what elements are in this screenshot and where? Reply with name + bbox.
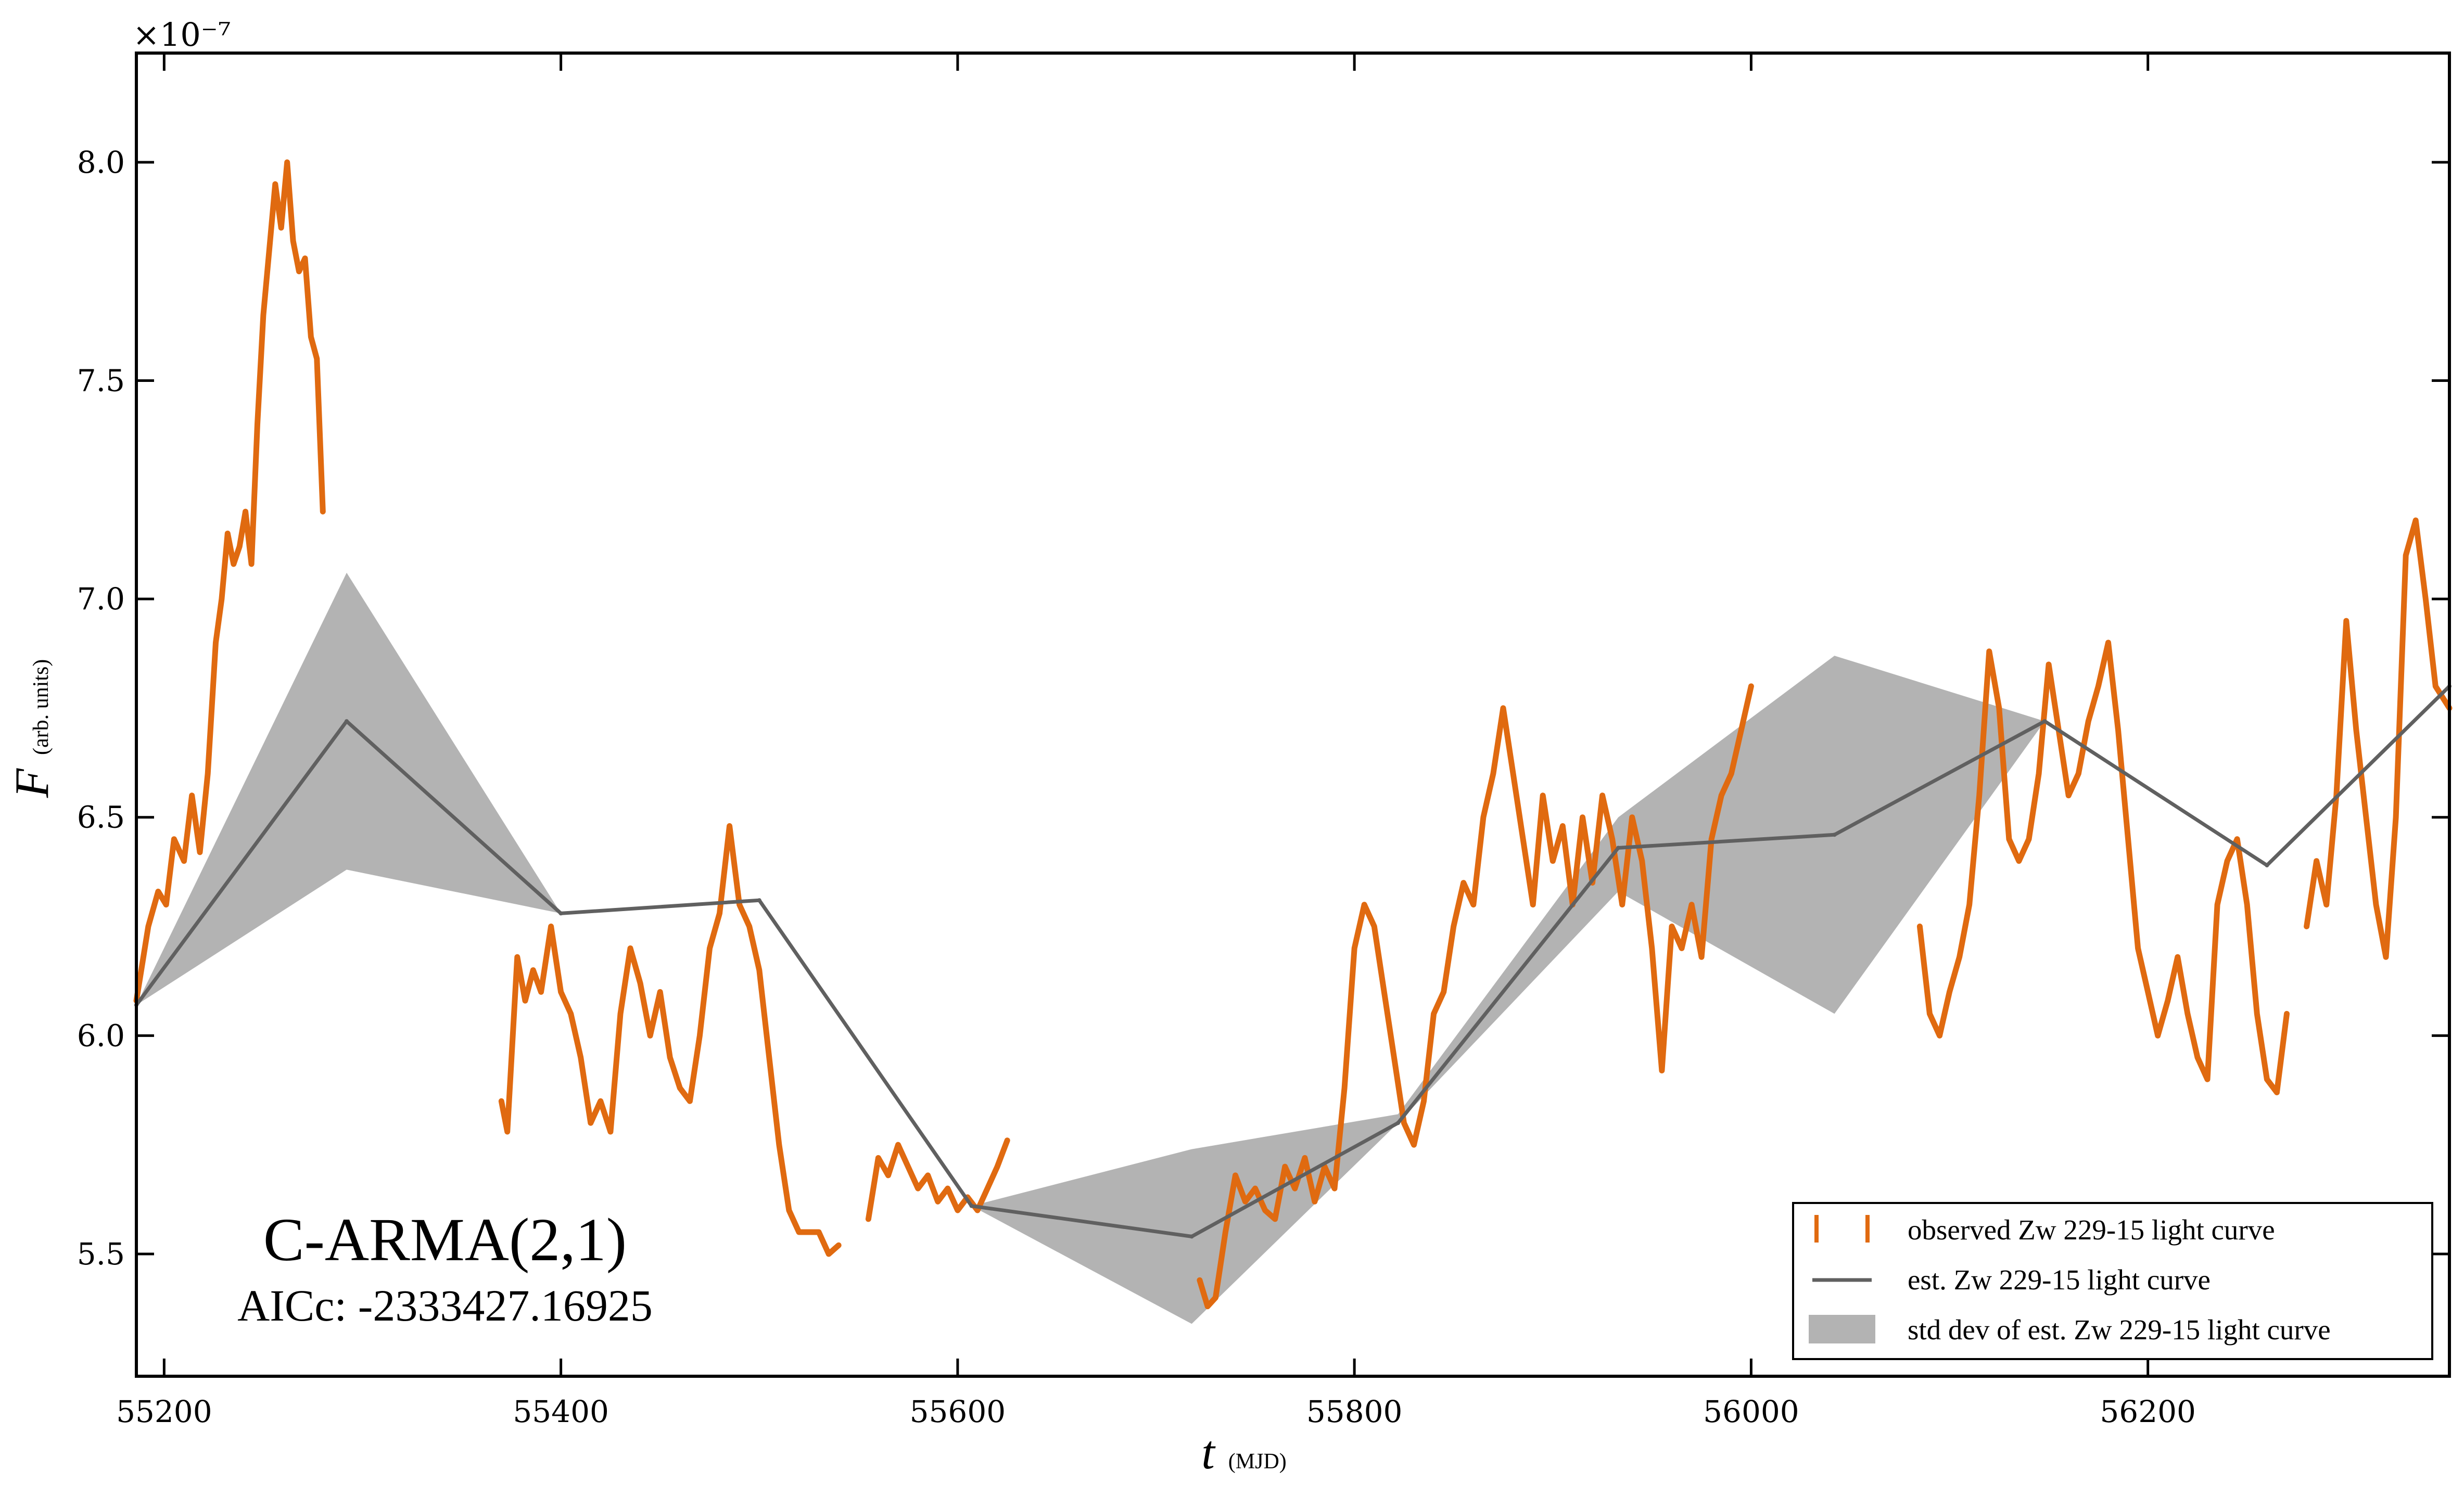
std-dev-band [136,572,2449,1324]
legend-box [1792,1202,2433,1360]
legend-label-estimate: est. Zw 229-15 light curve [1908,1264,2211,1296]
x-axis-unit: (MJD) [1228,1450,1287,1474]
legend-entry-observed: observed Zw 229-15 light curve [1814,1214,2275,1246]
x-tick-label: 56200 [2100,1394,2196,1429]
legend-label-observed: observed Zw 229-15 light curve [1908,1214,2275,1246]
y-tick-label: 8.0 [77,145,125,180]
observed-light-curve-segment [1197,683,1754,1310]
observed-light-curve-segment [498,823,842,1257]
y-axis-unit: (arb. units) [29,659,53,755]
estimate-point [2042,719,2047,724]
observed-light-curve-segment [133,159,326,1004]
x-tick-label: 56000 [1703,1394,1799,1429]
x-axis-label: t [1201,1426,1216,1479]
x-tick-label: 55800 [1306,1394,1403,1429]
model-annotation: C-ARMA(2,1) [263,1206,627,1274]
y-tick-label: 6.0 [77,1018,125,1053]
estimate-point [2265,863,2269,867]
y-axis-label: F [5,768,58,798]
aicc-annotation: AICc: -2333427.16925 [237,1281,653,1330]
observed-light-curve-segment [2304,517,2453,960]
estimate-point [558,911,563,916]
std-dev-band-layer [136,572,2449,1324]
y-tick-label: 6.5 [77,800,125,835]
x-tick-label: 55200 [116,1394,212,1429]
estimate-point [969,1203,974,1208]
estimate-point [1616,846,1621,850]
y-tick-label: 5.5 [77,1236,125,1272]
legend-label-band: std dev of est. Zw 229-15 light curve [1908,1314,2331,1346]
legend-entry-estimate: est. Zw 229-15 light curve [1812,1264,2211,1296]
observed-layer [133,159,2453,1310]
y-axis-title: F (arb. units) [5,659,58,799]
tick-labels: 55200 55400 55600 55800 56000 56200 5.5 6.0 6.5 7… [77,145,2196,1429]
plot-frame [135,52,2451,1378]
x-tick-label: 55600 [910,1394,1006,1429]
observed-light-curve-segment [865,1137,1010,1222]
legend-swatch-band [1809,1315,1875,1343]
estimate-point [757,898,761,903]
x-axis-title: t (MJD) [1201,1426,1287,1479]
y-tick-label: 7.5 [77,363,125,398]
y-tick-label: 7.0 [77,581,125,617]
estimate-point [1396,1121,1400,1125]
y-multiplier-label: ×10⁻⁷ [133,16,231,54]
estimate-point [1189,1234,1194,1239]
legend: observed Zw 229-15 light curve est. Zw 2… [1792,1202,2433,1360]
observed-light-curve-segment [1916,639,2290,1095]
axis-ticks [136,53,2449,1376]
estimate-point [345,719,349,724]
estimate-point [1832,833,1837,837]
legend-entry-band: std dev of est. Zw 229-15 light curve [1809,1314,2331,1346]
estimated-light-curve [135,685,2451,1238]
x-tick-label: 55400 [513,1394,609,1429]
